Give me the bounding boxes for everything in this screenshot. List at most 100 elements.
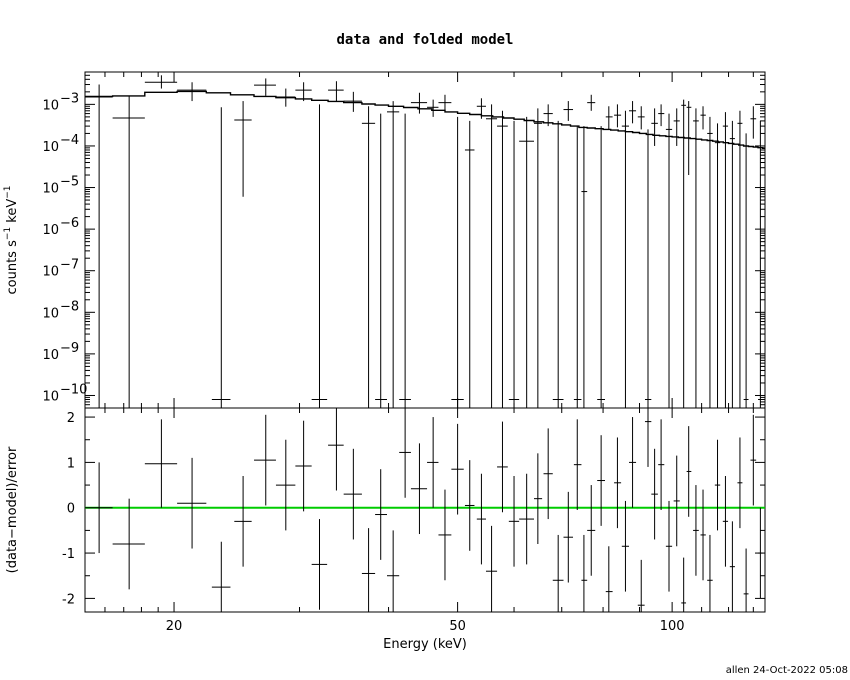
top-y-tick-exponent: −5 <box>60 175 79 190</box>
data-point <box>85 84 113 408</box>
residual-point <box>275 439 296 531</box>
bottom-y-tick-label: -1 <box>62 547 75 562</box>
data-point <box>605 106 613 130</box>
top-y-tick-exponent: −9 <box>60 341 79 356</box>
data-point <box>587 94 596 111</box>
data-point <box>637 106 645 130</box>
residual-point <box>476 473 486 565</box>
data-point <box>534 108 543 408</box>
residual-point <box>534 453 543 544</box>
bottom-y-axis-label: (data−model)/error <box>5 446 20 573</box>
residual-point <box>508 476 520 567</box>
data-point <box>722 112 729 408</box>
bottom-y-tick-label: 2 <box>67 411 75 426</box>
residual-point <box>737 437 743 529</box>
residual-point <box>361 528 376 612</box>
residual-point <box>328 408 344 491</box>
data-point <box>543 104 553 127</box>
residual-point <box>234 476 252 567</box>
top-y-tick-exponent: −4 <box>60 133 79 148</box>
data-point <box>563 101 574 121</box>
data-point <box>750 106 757 139</box>
data-point <box>311 104 328 408</box>
top-y-tick-exponent: −6 <box>60 216 79 231</box>
residual-point <box>714 439 721 531</box>
data-point <box>700 106 706 130</box>
data-point <box>552 120 564 408</box>
residual-point <box>651 448 658 540</box>
top-y-tick-label: 10 <box>42 182 59 197</box>
residual-point <box>543 428 553 520</box>
residual-point <box>85 462 113 554</box>
data-point <box>686 101 692 176</box>
data-point <box>737 110 743 408</box>
data-point <box>573 126 582 408</box>
data-point <box>508 120 520 408</box>
residual-point <box>644 408 652 467</box>
data-point <box>386 101 400 408</box>
residual-point <box>743 548 749 612</box>
footer-stamp: allen 24-Oct-2022 05:08 <box>726 665 848 676</box>
top-y-tick-exponent: −8 <box>60 299 79 314</box>
residual-point <box>485 525 498 612</box>
data-point <box>497 110 508 408</box>
residual-point <box>519 473 535 565</box>
residual-point <box>311 519 328 610</box>
residual-point <box>112 498 145 590</box>
data-point <box>693 108 699 408</box>
residual-point <box>399 408 411 498</box>
residual-point <box>581 534 588 612</box>
data-point <box>519 116 535 408</box>
residual-point <box>681 557 687 612</box>
residual-point <box>177 457 207 549</box>
residual-point <box>605 546 613 612</box>
top-y-tick-label: 10 <box>42 140 59 155</box>
residual-point <box>686 426 692 517</box>
residual-point <box>427 417 439 508</box>
residual-point <box>621 500 630 592</box>
data-point <box>714 123 721 408</box>
data-point <box>743 133 749 408</box>
data-point <box>729 120 735 408</box>
residual-point <box>637 559 645 612</box>
data-point <box>644 129 652 408</box>
bottom-axis-ticks: 2 1 0 -1 -2 20 50 100 <box>62 408 765 634</box>
residual-point <box>563 491 574 583</box>
data-point <box>485 104 498 408</box>
data-point <box>361 106 376 408</box>
residual-point <box>700 489 706 581</box>
residual-point <box>629 417 637 508</box>
data-point <box>451 116 464 408</box>
data-point <box>614 104 622 128</box>
residual-point <box>658 419 665 510</box>
data-point <box>658 104 665 127</box>
residual-point <box>597 435 605 526</box>
residual-point <box>665 500 673 592</box>
bottom-y-tick-label: 1 <box>67 456 75 471</box>
x-tick-label: 100 <box>660 619 685 634</box>
bottom-plot-frame <box>84 407 766 613</box>
top-y-tick-label: 10 <box>42 265 59 280</box>
bottom-panel: 2 1 0 -1 -2 20 50 100 (data−model)/error Energy… <box>5 407 766 652</box>
residual-point <box>410 443 428 535</box>
data-point <box>275 88 296 107</box>
data-point <box>621 110 630 408</box>
data-point <box>651 108 658 146</box>
residual-point <box>438 489 452 581</box>
data-point <box>254 78 276 96</box>
residual-point <box>750 414 757 506</box>
residual-point <box>693 485 699 576</box>
residual-point <box>758 507 763 599</box>
top-y-tick-label: 10 <box>42 306 59 321</box>
data-point <box>758 120 763 408</box>
residual-point <box>614 437 622 529</box>
residual-point <box>343 448 362 540</box>
residual-points <box>85 408 763 612</box>
top-panel: 10−310−410−510−610−710−810−910−10 counts… <box>3 71 766 409</box>
data-point <box>343 91 362 112</box>
data-point <box>629 101 637 124</box>
residual-point <box>497 421 508 513</box>
data-point <box>375 113 387 408</box>
data-point <box>211 107 231 408</box>
top-axis-ticks: 10−310−410−510−610−710−810−910−10 <box>42 71 765 408</box>
